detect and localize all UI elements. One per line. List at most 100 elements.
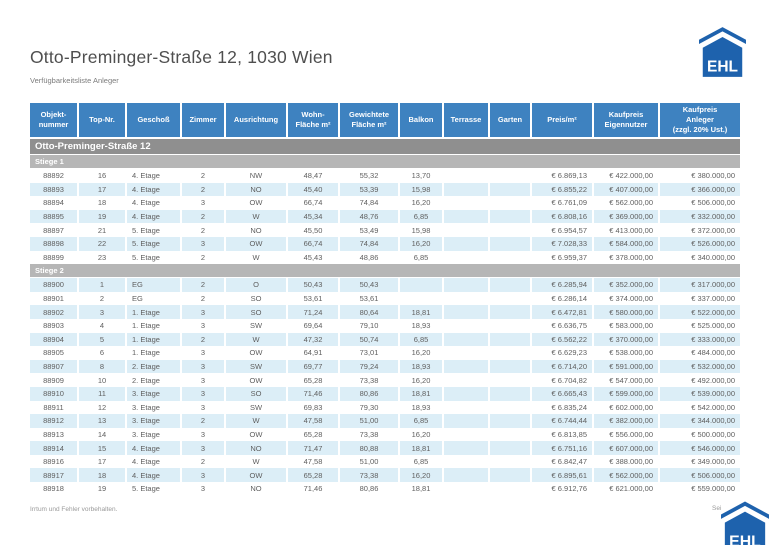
table-row: 88916 17 4. Etage 2 W 47,58 51,00 6,85 € 6.842,4… <box>30 454 740 469</box>
table-cell: 80,86 <box>338 482 399 496</box>
table-cell <box>488 196 531 210</box>
table-cell: 69,64 <box>286 318 339 333</box>
table-cell: € 6.714,20 <box>530 359 593 374</box>
table-cell: 3. Etage <box>125 386 181 401</box>
table-cell: W <box>224 332 287 347</box>
column-header: Gewichtete Fläche m² <box>338 103 399 139</box>
table-cell <box>442 346 489 360</box>
table-cell: € 602.000,00 <box>592 400 659 415</box>
table-cell: OW <box>224 427 287 442</box>
table-cell: 6,85 <box>398 250 443 265</box>
table-cell: € 6.562,22 <box>530 332 593 347</box>
table-cell: 6 <box>77 346 126 360</box>
table-cell: € 344.000,00 <box>658 414 740 428</box>
table-cell: 6,85 <box>398 209 443 224</box>
table-cell: € 6.869,13 <box>530 168 593 183</box>
column-header: Objekt- nummer <box>30 103 78 139</box>
table-cell <box>488 168 531 183</box>
column-header: Top-Nr. <box>77 103 126 139</box>
table-cell: 18,81 <box>398 482 443 496</box>
table-row: 88913 14 3. Etage 3 OW 65,28 73,38 16,20 € 6.813… <box>30 427 740 442</box>
table-cell <box>442 359 489 374</box>
column-header: Wohn- Fläche m² <box>286 103 339 139</box>
table-cell: € 6.629,23 <box>530 346 593 360</box>
table-row: 88912 13 3. Etage 2 W 47,58 51,00 6,85 € 6.744,4… <box>30 414 740 428</box>
table-cell: 66,74 <box>286 196 339 210</box>
stiege-band: Stiege 2 <box>30 264 740 279</box>
table-cell: € 506.000,00 <box>658 196 740 210</box>
table-cell <box>488 482 531 496</box>
table-cell: € 546.000,00 <box>658 441 740 455</box>
table-cell: 71,47 <box>286 441 339 455</box>
table-cell <box>398 291 443 306</box>
table-cell <box>488 305 531 319</box>
table-cell: 88892 <box>43 171 64 181</box>
table-cell: 2 <box>180 332 225 347</box>
table-cell: 3. Etage <box>125 414 181 428</box>
table-cell: 3 <box>180 482 225 496</box>
table-cell: € 369.000,00 <box>592 209 659 224</box>
table-cell: 21 <box>77 223 126 237</box>
table-cell: 88898 <box>30 236 78 251</box>
table-cell <box>442 250 489 265</box>
logo-text: EHL <box>729 534 761 545</box>
table-cell: € 484.000,00 <box>658 346 740 360</box>
table-cell: 71,46 <box>286 386 339 401</box>
table-cell: 18,93 <box>398 400 443 415</box>
table-cell: 73,38 <box>338 373 399 387</box>
table-row: 88909 10 2. Etage 3 OW 65,28 73,38 16,20 € 6.704… <box>30 373 740 387</box>
table-cell: 80,88 <box>338 441 399 455</box>
table-cell: € 583.000,00 <box>592 318 659 333</box>
table-row: 88917 18 4. Etage 3 OW 65,28 73,38 16,20 € 6.895… <box>30 468 740 483</box>
table-cell: 88916 <box>43 457 64 467</box>
table-row: 88904 5 1. Etage 2 W 47,32 50,74 6,85 € 6.562,22… <box>30 332 740 347</box>
table-cell: 65,28 <box>286 427 339 442</box>
table-cell: 48,47 <box>286 168 339 183</box>
table-cell: 69,83 <box>286 400 339 415</box>
table-cell: € 6.472,81 <box>530 305 593 319</box>
table-cell: W <box>224 414 287 428</box>
table-cell: € 492.000,00 <box>658 373 740 387</box>
table-cell: € 607.000,00 <box>592 441 659 455</box>
table-cell: € 591.000,00 <box>592 359 659 374</box>
table-row: 88893 17 4. Etage 2 NO 45,40 53,39 15,98 € 6.855… <box>30 182 740 197</box>
table-cell: 18,93 <box>398 318 443 333</box>
footer-note: Irrtum und Fehler vorbehalten. <box>30 506 118 513</box>
table-row: 88901 2 EG 2 SO 53,61 53,61 € 6.286,14 € 374.000… <box>30 291 740 306</box>
table-row: 88914 15 4. Etage 3 NO 71,47 80,88 18,81 € 6.751… <box>30 441 740 455</box>
table-cell: 51,00 <box>338 414 399 428</box>
table-cell: 2. Etage <box>125 373 181 387</box>
table-cell: 3 <box>180 400 225 415</box>
table-cell: € 562.000,00 <box>592 468 659 483</box>
table-cell: 88903 <box>43 321 64 331</box>
column-header: Preis/m² <box>530 103 593 139</box>
table-cell: 3 <box>180 441 225 455</box>
table-cell: 16,20 <box>398 236 443 251</box>
table-cell: 13 <box>77 414 126 428</box>
table-cell: SO <box>224 305 287 319</box>
stiege-band-label: Stiege 2 <box>30 264 740 279</box>
table-cell: € 542.000,00 <box>658 400 740 415</box>
table-cell: 18,93 <box>398 359 443 374</box>
table-row: 88892 16 4. Etage 2 NW 48,47 55,32 13,70 € 6.869… <box>30 168 740 183</box>
table-cell: 79,24 <box>338 359 399 374</box>
table-cell: NO <box>224 482 287 496</box>
table-cell <box>442 318 489 333</box>
table-cell: 2 <box>77 291 126 306</box>
table-cell: 88917 <box>30 468 78 483</box>
table-cell <box>442 277 489 292</box>
table-cell: 88914 <box>30 441 78 455</box>
table-cell: 4. Etage <box>125 182 181 197</box>
table-cell: € 6.704,82 <box>530 373 593 387</box>
table-cell: SO <box>224 386 287 401</box>
table-cell <box>442 468 489 483</box>
table-cell: 3 <box>180 236 225 251</box>
table-cell: 3 <box>180 359 225 374</box>
table-cell: NO <box>224 182 287 197</box>
table-cell <box>488 359 531 374</box>
table-cell: 16,20 <box>398 196 443 210</box>
table-row: 88918 19 5. Etage 3 NO 71,46 80,86 18,81 € 6.912… <box>30 482 740 496</box>
table-cell: € 7.028,33 <box>530 236 593 251</box>
table-cell: O <box>224 277 287 292</box>
